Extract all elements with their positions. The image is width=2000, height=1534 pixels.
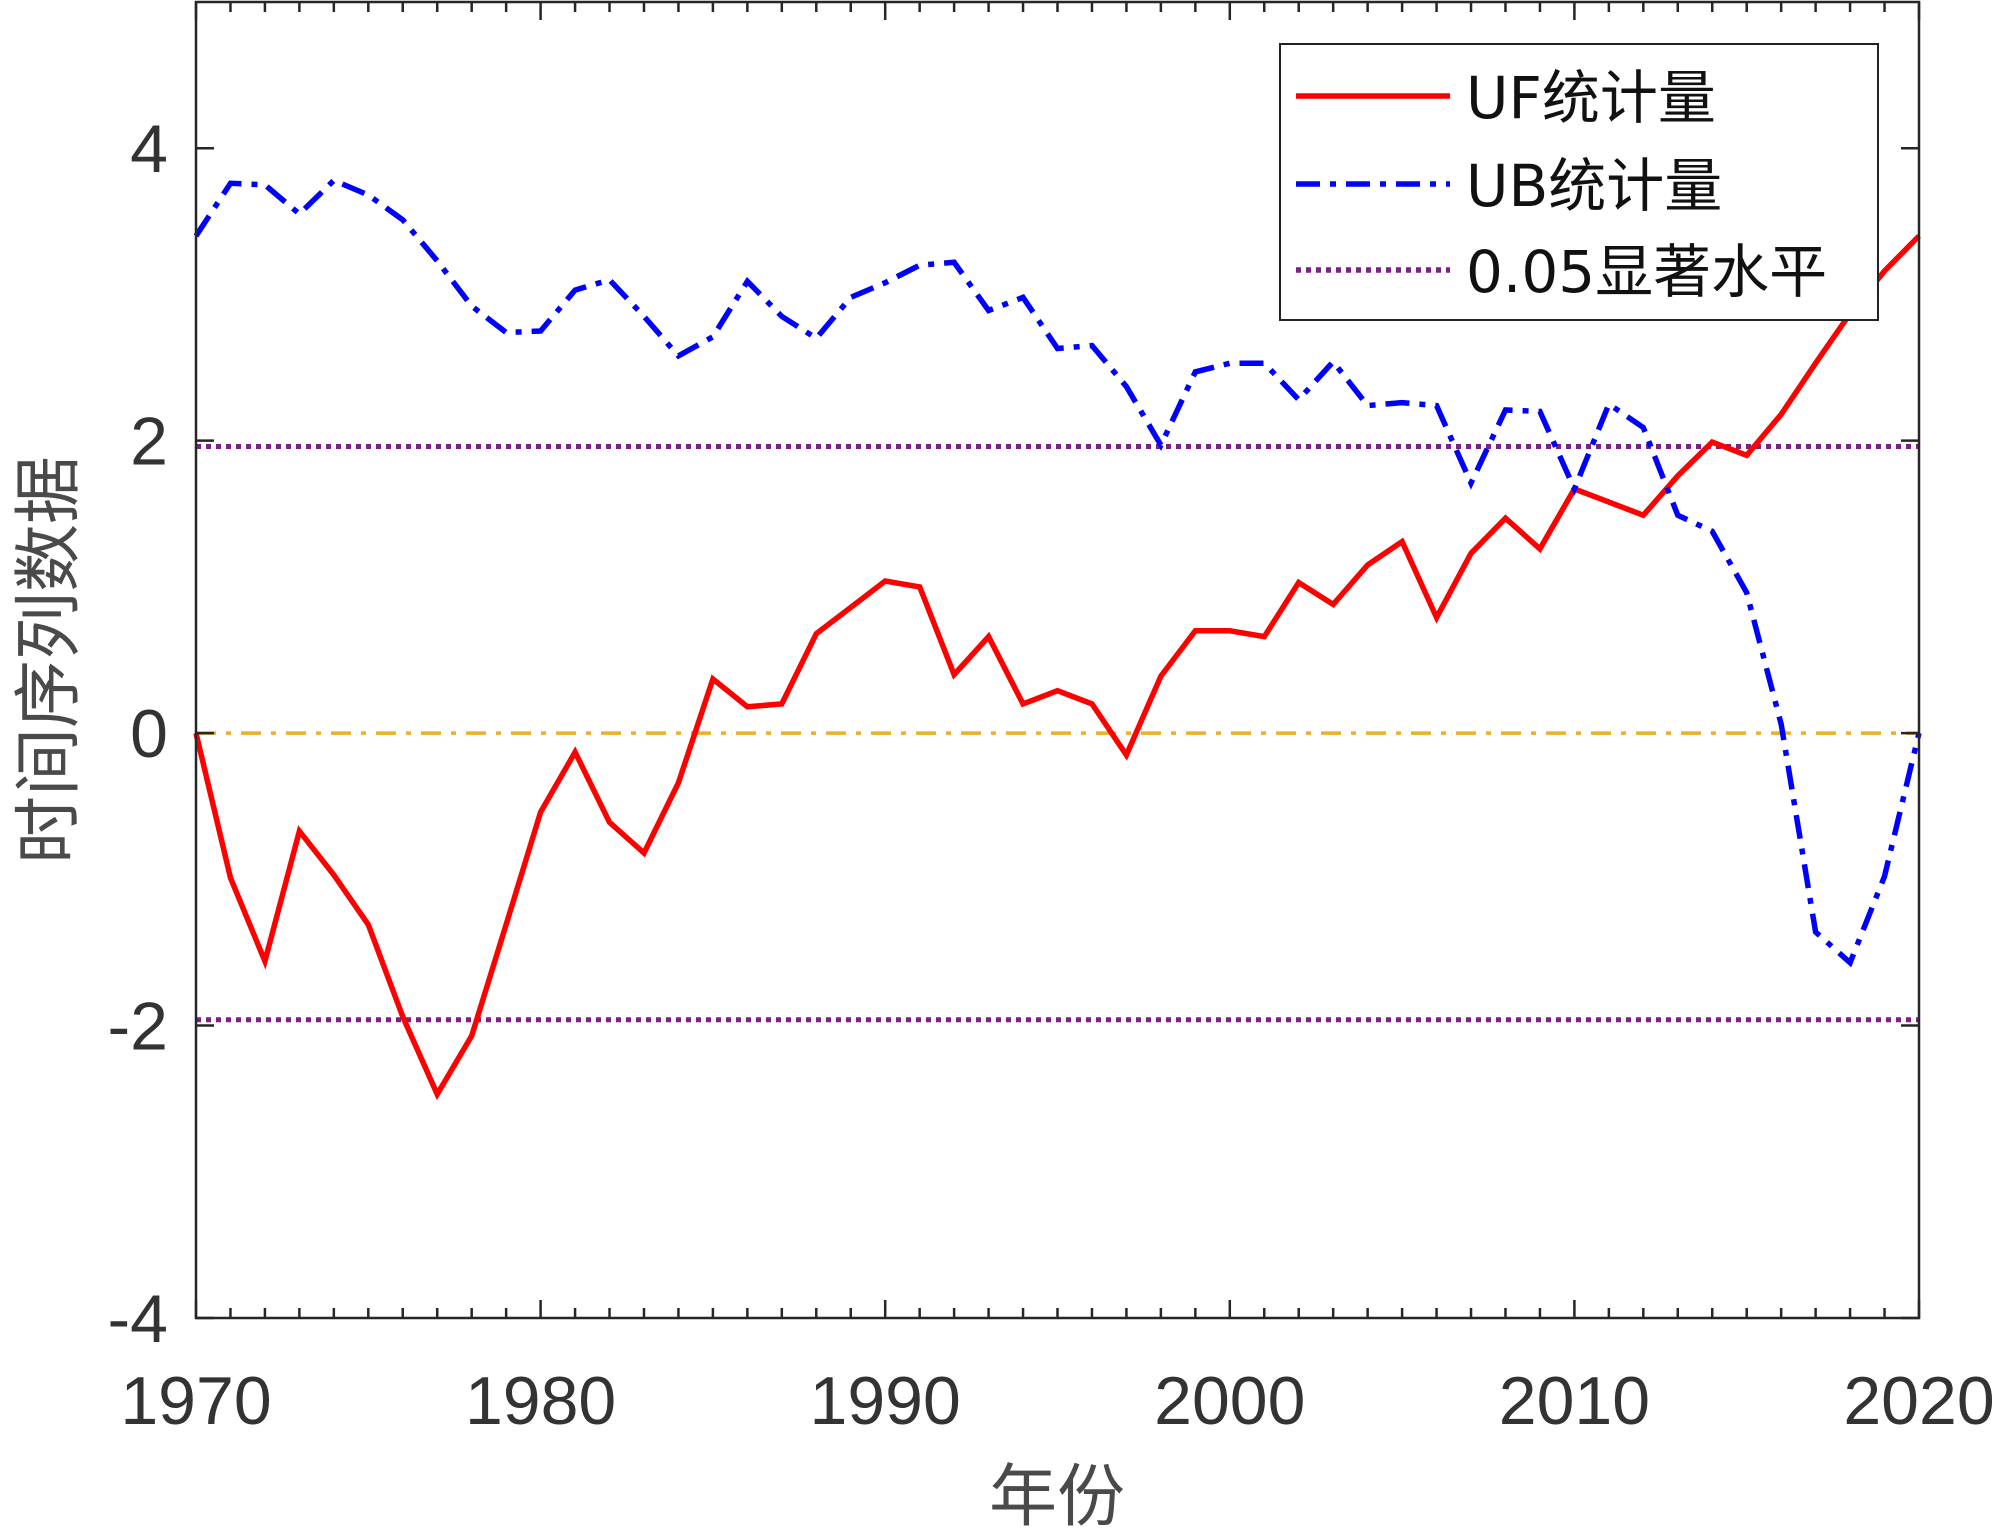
y-tick-label-0: -4	[108, 1281, 168, 1357]
series-line-ub	[193, 177, 1922, 968]
series-line-uf	[193, 234, 1921, 1101]
x-tick-label-1990: 1990	[810, 1363, 961, 1439]
x-tick-label-1970: 1970	[120, 1363, 271, 1439]
x-tick-label-2010: 2010	[1499, 1363, 1650, 1439]
x-tick-label-1980: 1980	[465, 1363, 616, 1439]
y-tick-label-1: -2	[108, 989, 168, 1065]
y-tick-label-4: 4	[130, 111, 168, 187]
legend-label-ub: UB统计量	[1466, 152, 1722, 220]
y-tick-label-2: 0	[130, 696, 168, 772]
x-tick-label-2000: 2000	[1154, 1363, 1305, 1439]
x-axis-title: 年份	[989, 1458, 1125, 1534]
y-axis-title: 时间序列数据	[10, 456, 89, 864]
legend-label-uf: UF统计量	[1466, 64, 1716, 132]
legend: UF统计量 UB统计量 0.05显著水平	[1279, 43, 1879, 321]
legend-label-significance: 0.05显著水平	[1466, 238, 1827, 306]
y-tick-label-3: 2	[130, 404, 168, 480]
x-tick-label-2020: 2020	[1843, 1363, 1994, 1439]
legend-box	[1279, 43, 1879, 321]
